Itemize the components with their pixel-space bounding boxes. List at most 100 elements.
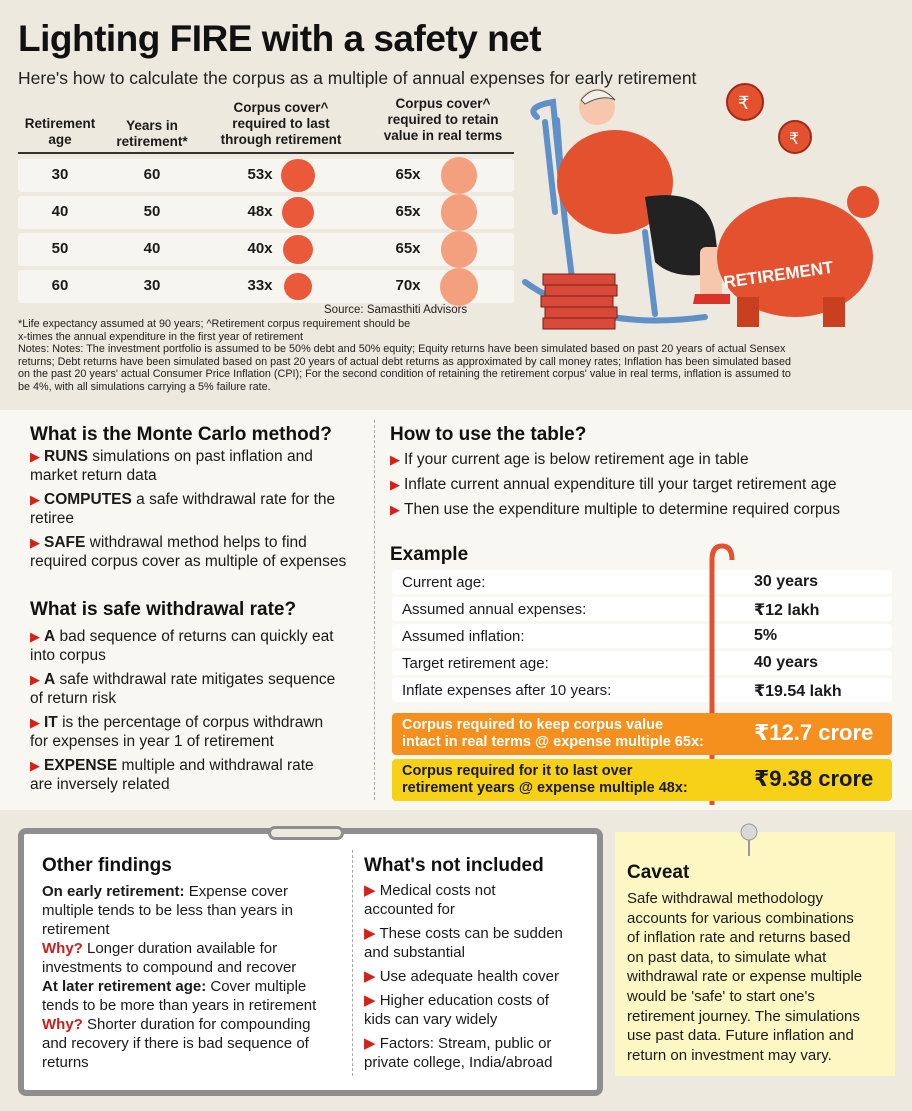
swr-heading: What is safe withdrawal rate?: [30, 599, 297, 620]
swr-bullet-2: ▶ A safe withdrawal rate mitigates sequen…: [30, 671, 336, 707]
cell-years: 30: [143, 277, 161, 294]
cell-cover-real: 65x: [395, 166, 421, 183]
column-divider: [374, 420, 375, 800]
caveat-line: of inflation rate and returns based: [627, 929, 851, 947]
other-findings-heading: Other findings: [42, 855, 172, 876]
cell-years: 40: [143, 240, 161, 257]
not-included-heading: What's not included: [364, 855, 544, 876]
highlight-corpus-real: Corpus required to keep corpus value inta…: [392, 713, 892, 755]
page-subtitle: Here's how to calculate the corpus as a …: [18, 68, 697, 88]
retiree-illustration: ₹ ₹ RETIREMENT: [522, 83, 879, 330]
cell-cover-last: 48x: [247, 203, 273, 220]
example-value: 40 years: [754, 654, 819, 671]
bubble-cover-real: [440, 267, 478, 306]
cell-retirement-age: 30: [51, 166, 69, 183]
highlight-corpus-last: Corpus required for it to last over retir…: [392, 759, 892, 801]
bubble-cover-real: [440, 194, 478, 231]
mc-bullet-3: ▶ SAFE withdrawal method helps to find req…: [30, 534, 347, 570]
cane-illustration: [709, 543, 735, 805]
example-heading: Example: [390, 544, 469, 565]
not-included-list: ▶ Medical costs not accounted for ▶ These…: [364, 882, 563, 1071]
mc-bullet-2: ▶ COMPUTES a safe withdrawal rate for the…: [30, 491, 336, 527]
caveat-line: return on investment may vary.: [627, 1046, 832, 1064]
bubble-cover-real: [440, 157, 478, 194]
header-cover-last: Corpus cover^ required to last through ret…: [220, 100, 342, 147]
caveat-line: use past data. Future inflation and: [627, 1027, 854, 1045]
bubble-cover-last: [281, 158, 315, 193]
bubble-cover-last: [284, 272, 312, 301]
caveat-text: Safe withdrawal methodology accounts for …: [627, 889, 892, 1065]
how-to-bullet-2: ▶ Inflate current annual expenditure till…: [390, 476, 837, 493]
svg-text:₹: ₹: [738, 93, 749, 114]
clip-icon: [268, 826, 344, 840]
chair-back: [530, 98, 568, 225]
cell-cover-last: 53x: [247, 166, 273, 183]
example-value: 30 years: [754, 573, 819, 590]
caveat-line: Safe withdrawal methodology: [627, 890, 823, 907]
table-row: 30 60 53x 65x: [18, 157, 514, 194]
cell-retirement-age: 50: [51, 240, 69, 257]
notes: *Life expectancy assumed at 90 years; ^R…: [18, 318, 792, 393]
rupee-coin-1: [726, 83, 764, 121]
table-row: 40 50 48x 65x: [18, 194, 514, 231]
findings-box: [18, 828, 603, 1096]
example-row: Current age: 30 years: [392, 570, 892, 594]
other-findings-text: On early retirement: Expense cover multi…: [42, 883, 317, 1071]
caveat-line: retirement journey. The simulations: [627, 1007, 860, 1025]
header-cover-real: Corpus cover^ required to retain value in …: [383, 96, 503, 143]
monte-carlo-heading: What is the Monte Carlo method?: [30, 424, 332, 445]
pushpin-icon: [740, 823, 758, 856]
coin-stack: [540, 273, 618, 330]
cell-cover-real: 70x: [395, 277, 421, 294]
example-label: Target retirement age:: [402, 655, 549, 672]
mc-bullet-1: ▶ RUNS simulations on past inflation and m…: [30, 448, 313, 484]
bottom-divider: [352, 850, 353, 1076]
cell-cover-real: 65x: [395, 240, 421, 257]
bubble-cover-real: [440, 231, 478, 268]
example-label: Assumed annual expenses:: [402, 601, 587, 618]
cell-retirement-age: 40: [51, 203, 69, 220]
how-to-bullet-1: ▶ If your current age is below retirement…: [390, 451, 749, 468]
example-label: Assumed inflation:: [402, 628, 525, 645]
example-row: Inflate expenses after 10 years: ₹19.54 l…: [392, 678, 892, 702]
header-rule: [18, 152, 514, 154]
swr-bullet-1: ▶ A bad sequence of returns can quickly e…: [30, 628, 334, 664]
swr-bullet-4: ▶ EXPENSE multiple and withdrawal rate are…: [30, 757, 314, 793]
example-row: Target retirement age: 40 years: [392, 651, 892, 675]
how-to-bullet-3: ▶ Then use the expenditure multiple to de…: [390, 501, 840, 518]
example-row: Assumed annual expenses: ₹12 lakh: [392, 597, 892, 621]
caveat-heading: Caveat: [627, 862, 690, 883]
bubble-cover-last: [283, 234, 313, 265]
caveat-line: would be 'safe' to start one's: [627, 987, 815, 1005]
example-value: 5%: [754, 627, 778, 644]
example-row: Assumed inflation: 5%: [392, 624, 892, 648]
cell-cover-last: 40x: [247, 240, 273, 257]
header-years: Years in retirement*: [116, 118, 188, 149]
retiree-shoes: [693, 294, 730, 304]
cell-years: 50: [143, 203, 161, 220]
caveat-line: accounts for various combinations: [627, 909, 854, 927]
page-title: Lighting FIRE with a safety net: [18, 18, 542, 59]
source: Source: Samasthiti Advisors: [324, 304, 468, 316]
table-row: 50 40 40x 65x: [18, 231, 514, 268]
how-to-heading: How to use the table?: [390, 424, 587, 445]
example-label: Current age:: [402, 574, 486, 591]
caveat-line: withdrawal rate or expense multiple: [627, 968, 863, 986]
header-retirement-age: Retirement age: [24, 116, 96, 147]
example-value: ₹12 lakh: [754, 602, 820, 619]
retiree-body: [557, 130, 673, 234]
cell-cover-real: 65x: [395, 203, 421, 220]
example-label: Inflate expenses after 10 years:: [402, 682, 612, 699]
example-value: ₹19.54 lakh: [754, 683, 842, 700]
svg-text:₹: ₹: [789, 129, 799, 148]
rupee-coin-2: [778, 120, 812, 154]
caveat-note: [615, 832, 895, 1076]
cell-years: 60: [143, 166, 161, 183]
bubble-cover-last: [282, 196, 314, 229]
piggy-bank: [717, 197, 873, 317]
table-row: 60 30 33x 70x: [18, 267, 514, 306]
swr-bullet-3: ▶ IT is the percentage of corpus withdraw…: [30, 714, 324, 750]
cell-cover-last: 33x: [247, 277, 273, 294]
caveat-line: on past data, to simulate what: [627, 948, 827, 966]
cell-retirement-age: 60: [51, 277, 69, 294]
